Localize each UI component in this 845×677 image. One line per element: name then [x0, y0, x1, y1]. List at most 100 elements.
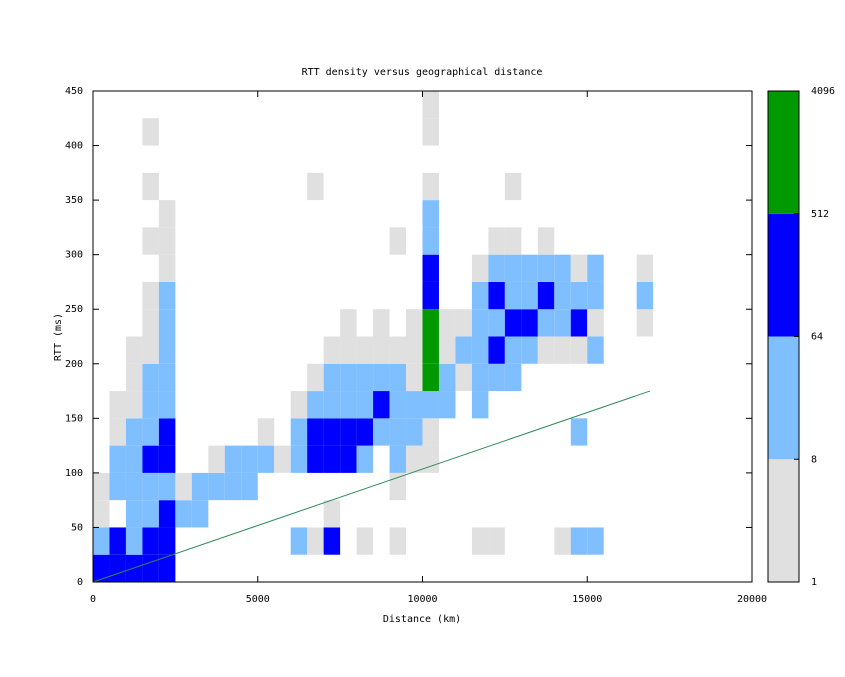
heat-cell — [158, 445, 176, 473]
heat-cell — [521, 254, 538, 282]
heat-cell — [158, 527, 176, 555]
heat-cell — [406, 445, 423, 473]
heat-cell — [455, 309, 472, 337]
heat-cell — [109, 445, 126, 473]
heat-cell — [438, 336, 456, 364]
heat-cell — [488, 336, 505, 364]
heat-cell — [208, 472, 225, 501]
y-tick-label: 100 — [65, 468, 83, 479]
heat-cell — [109, 527, 126, 555]
heat-cell — [257, 418, 275, 446]
heat-cell — [373, 363, 390, 392]
heat-cell — [340, 309, 357, 337]
heat-cell — [636, 254, 654, 282]
heat-cell — [422, 363, 439, 392]
heat-cell — [504, 172, 522, 201]
heat-cell — [636, 309, 654, 337]
colorbar-tick-label: 512 — [811, 209, 829, 220]
heat-cell — [570, 309, 588, 337]
heat-cell — [537, 336, 555, 364]
heat-cell — [93, 554, 110, 582]
heat-cell — [125, 336, 143, 364]
x-tick-label: 5000 — [246, 594, 270, 605]
heat-cell — [373, 309, 390, 337]
heat-cell — [389, 336, 407, 364]
heat-cell — [455, 363, 472, 392]
heat-cell — [488, 227, 505, 255]
heat-cell — [142, 363, 159, 392]
heat-cell — [307, 445, 324, 473]
heat-cell — [307, 172, 324, 201]
heat-cell — [471, 391, 489, 419]
heat-cell — [109, 472, 126, 501]
heat-cell — [587, 527, 604, 555]
heat-cell — [438, 363, 456, 392]
heat-cell — [142, 118, 159, 146]
heat-cell — [109, 554, 126, 582]
heat-cell — [587, 254, 604, 282]
heat-cell — [471, 336, 489, 364]
heat-cell — [455, 336, 472, 364]
heat-cell — [323, 391, 341, 419]
heat-cell — [406, 336, 423, 364]
heat-cell — [323, 445, 341, 473]
heat-cell — [109, 391, 126, 419]
heat-cell — [438, 391, 456, 419]
x-tick-label: 20000 — [737, 594, 767, 605]
heat-cell — [389, 472, 407, 501]
heat-cell — [422, 227, 439, 255]
heat-cell — [438, 309, 456, 337]
colorbar-tick-label: 1 — [811, 577, 817, 588]
heat-cell — [257, 445, 275, 473]
heat-cell — [142, 554, 159, 582]
heat-cell — [356, 418, 374, 446]
y-tick-label: 350 — [65, 195, 83, 206]
reference-line — [92, 390, 651, 583]
heat-cell — [340, 363, 357, 392]
colorbar-tick-label: 8 — [811, 454, 817, 465]
heat-cell — [537, 227, 555, 255]
heat-cell — [422, 391, 439, 419]
heat-cell — [422, 445, 439, 473]
heat-cell — [93, 500, 110, 528]
heat-cell — [307, 527, 324, 555]
heat-cell — [587, 309, 604, 337]
heat-cell — [422, 309, 439, 337]
heat-cell — [504, 227, 522, 255]
heat-cell — [125, 418, 143, 446]
heat-cell — [521, 309, 538, 337]
chart-title: RTT density versus geographical distance — [302, 67, 543, 78]
y-tick-label: 150 — [65, 413, 83, 424]
heat-cell — [158, 500, 176, 528]
heat-cell — [340, 418, 357, 446]
heat-cell — [323, 500, 341, 528]
heat-cell — [142, 445, 159, 473]
heat-cell — [537, 309, 555, 337]
heat-cell — [373, 418, 390, 446]
heat-cell — [554, 254, 571, 282]
heat-cell — [142, 418, 159, 446]
heat-cell — [158, 309, 176, 337]
heat-cell — [323, 363, 341, 392]
heat-cell — [142, 309, 159, 337]
heat-cell — [537, 254, 555, 282]
heat-cell — [406, 418, 423, 446]
heat-cell — [109, 418, 126, 446]
heat-cell — [570, 254, 588, 282]
x-tick-label: 10000 — [407, 594, 437, 605]
colorbar-segment — [768, 459, 799, 582]
heat-cell — [290, 445, 308, 473]
heat-cell — [389, 527, 407, 555]
heat-cell — [323, 336, 341, 364]
heat-cell — [340, 445, 357, 473]
heat-cell — [504, 336, 522, 364]
heat-cell — [521, 281, 538, 310]
heat-cell — [158, 200, 176, 228]
heat-cell — [125, 527, 143, 555]
heat-cell — [389, 391, 407, 419]
y-tick-label: 450 — [65, 86, 83, 97]
heat-cell — [422, 172, 439, 201]
heat-cell — [323, 418, 341, 446]
y-tick-label: 200 — [65, 359, 83, 370]
heat-cell — [175, 472, 192, 501]
